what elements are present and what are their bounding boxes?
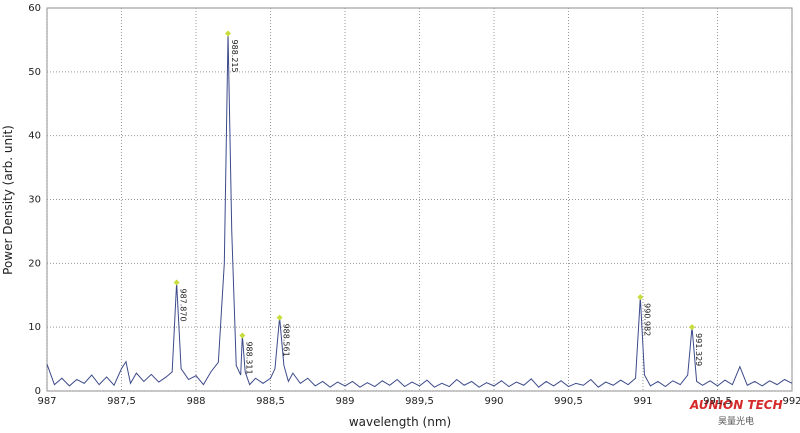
x-tick-label: 987 [37, 396, 56, 407]
x-tick-label: 989 [335, 396, 354, 407]
peak-label: 987.870 [179, 288, 188, 321]
y-tick-label: 0 [35, 386, 41, 397]
peak-marker [173, 279, 180, 286]
watermark: AUNION TECH [689, 398, 783, 412]
peak-label: 991.329 [694, 333, 703, 366]
y-axis-title: Power Density (arb. unit) [1, 125, 15, 275]
x-axis-title: wavelength (nm) [349, 415, 451, 429]
peak-marker [689, 324, 696, 331]
x-tick-label: 990 [484, 396, 503, 407]
spectrum-line [46, 33, 793, 388]
peak-label: 988.215 [230, 40, 239, 73]
watermark-sub: 昊量光电 [718, 415, 754, 427]
y-tick-label: 10 [28, 322, 41, 333]
x-tick-label: 988,5 [256, 396, 285, 407]
x-tick-label: 992 [782, 396, 800, 407]
peak-label: 988.311 [244, 341, 253, 374]
x-tick-label: 991,5 [703, 396, 732, 407]
y-tick-label: 30 [28, 195, 41, 206]
peak-marker [276, 314, 283, 321]
y-tick-label: 50 [28, 67, 41, 78]
x-tick-label: 987,5 [107, 396, 136, 407]
x-tick-label: 991 [633, 396, 652, 407]
x-tick-label: 989,5 [405, 396, 434, 407]
peak-label: 988.561 [282, 324, 291, 357]
y-tick-label: 40 [28, 131, 41, 142]
x-tick-label: 990,5 [554, 396, 583, 407]
peak-marker [637, 294, 644, 301]
y-tick-label: 20 [28, 258, 41, 269]
peak-label: 990.982 [642, 303, 651, 336]
x-tick-label: 988 [186, 396, 205, 407]
y-tick-label: 60 [28, 3, 41, 14]
peak-marker [239, 332, 246, 339]
peak-marker [225, 30, 232, 37]
